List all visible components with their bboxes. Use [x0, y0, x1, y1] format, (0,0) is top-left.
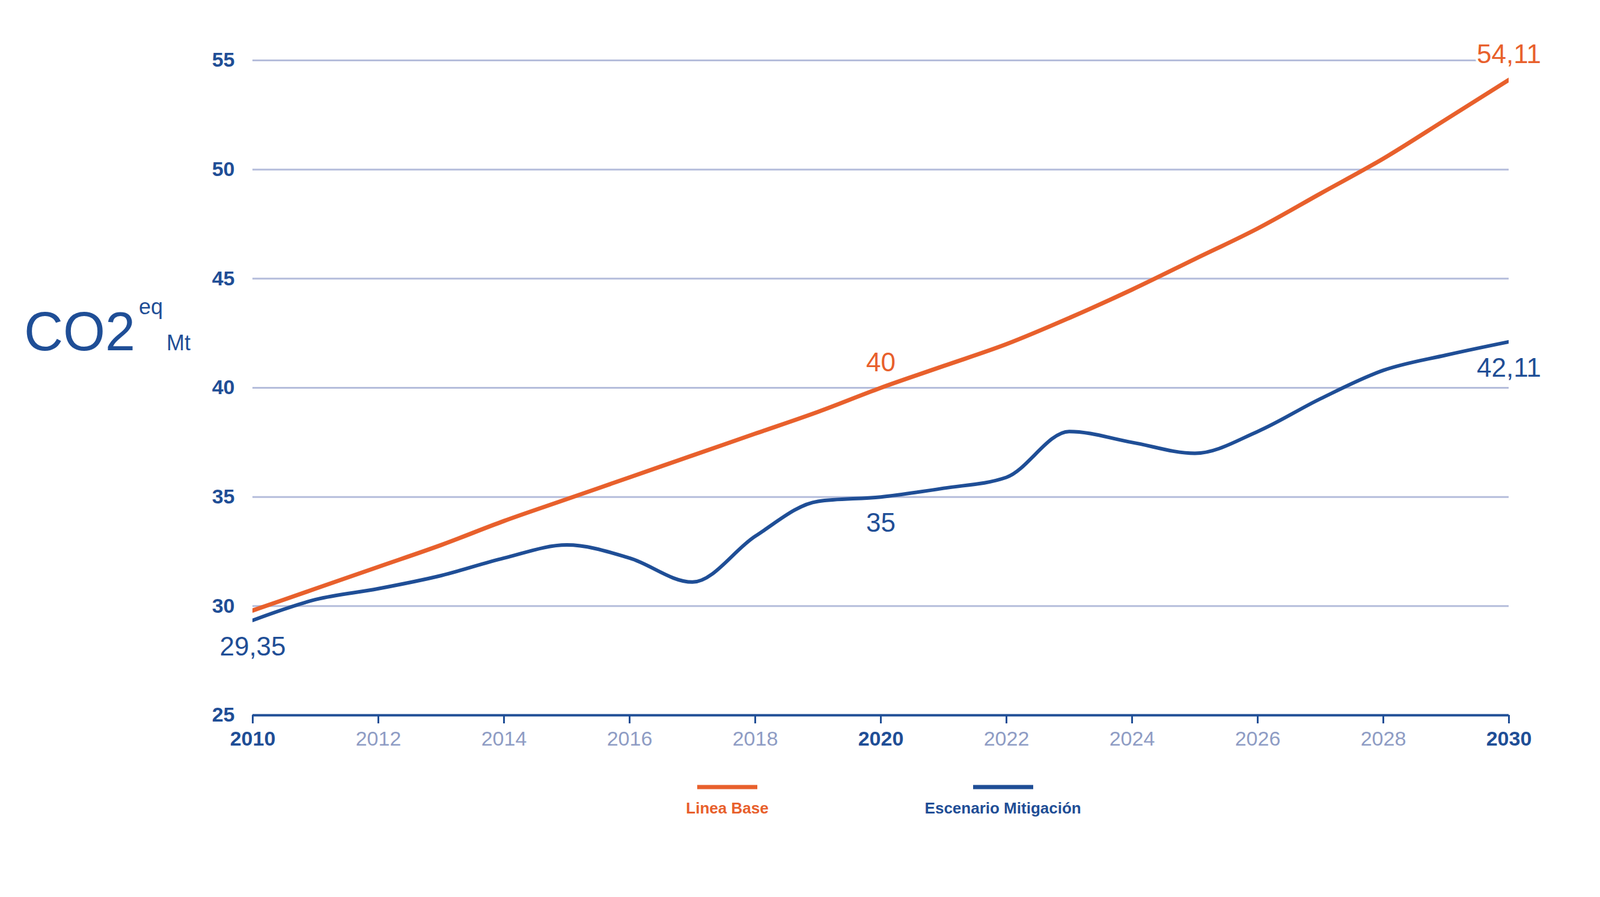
- svg-text:42,11: 42,11: [1476, 352, 1542, 383]
- svg-text:30: 30: [212, 594, 236, 618]
- svg-text:2014: 2014: [481, 727, 528, 751]
- svg-text:2022: 2022: [983, 727, 1030, 751]
- html-text:CO2: CO2: [24, 301, 136, 362]
- svg-text:2020: 2020: [858, 727, 904, 751]
- svg-text:50: 50: [212, 157, 236, 181]
- svg-text:45: 45: [212, 266, 236, 290]
- svg-text:2016: 2016: [607, 727, 653, 751]
- svg-text:2030: 2030: [1486, 727, 1533, 751]
- svg-text:40: 40: [866, 347, 896, 377]
- html-text:Linea Base: Linea Base: [685, 799, 769, 818]
- svg-text:54,11: 54,11: [1476, 39, 1542, 69]
- svg-text:2028: 2028: [1360, 727, 1407, 751]
- svg-text:40: 40: [212, 375, 236, 399]
- svg-text:55: 55: [212, 48, 236, 71]
- html-text:Mt: Mt: [166, 330, 191, 356]
- svg-text:2012: 2012: [355, 727, 402, 751]
- svg-text:2024: 2024: [1109, 727, 1156, 751]
- svg-text:35: 35: [866, 507, 896, 538]
- svg-text:2010: 2010: [230, 727, 276, 751]
- svg-text:25: 25: [212, 703, 236, 727]
- svg-text:35: 35: [212, 485, 236, 508]
- html-text:Escenario Mitigación: Escenario Mitigación: [924, 799, 1082, 818]
- html-text:eq: eq: [138, 294, 163, 320]
- svg-text:2026: 2026: [1235, 727, 1281, 751]
- svg-text:2018: 2018: [732, 727, 779, 751]
- svg-text:29,35: 29,35: [219, 631, 286, 662]
